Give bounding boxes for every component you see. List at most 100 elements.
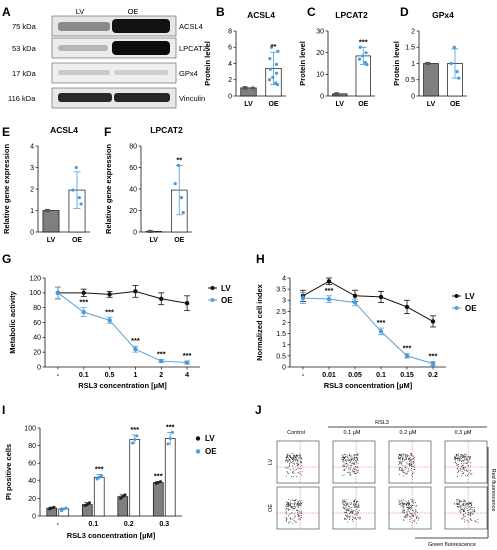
flow-event-dot (288, 504, 289, 506)
flow-event-dot (355, 518, 357, 519)
chart-h-significance: *** (429, 351, 438, 360)
flow-event-dot (399, 456, 401, 458)
flow-event-dot (296, 455, 298, 457)
flow-event-dot (286, 520, 287, 522)
flow-event-dot (406, 467, 408, 469)
flow-event-dot (295, 515, 297, 517)
flow-event-dot (461, 454, 463, 456)
flow-event-dot (468, 502, 470, 504)
flow-event-dot (286, 506, 288, 507)
panel-letter-d: D (400, 5, 409, 19)
flow-event-dot (294, 457, 296, 458)
flow-event-dot (409, 516, 411, 517)
flow-event-dot (298, 515, 300, 517)
flow-event-dot (464, 453, 465, 455)
flow-event-dot (289, 469, 291, 471)
flow-event-dot (404, 472, 406, 474)
flow-event-dot (299, 455, 301, 457)
flow-event-dot (352, 516, 354, 518)
flow-event-dot (347, 455, 349, 457)
flow-event-dot (409, 511, 411, 513)
flow-event-dot (343, 465, 345, 466)
flow-event-dot (411, 516, 413, 518)
flow-event-dot (285, 517, 287, 518)
flow-event-dot (406, 472, 408, 474)
flow-event-dot (287, 504, 289, 506)
flow-event-dot (403, 499, 405, 501)
flow-event-dot (352, 460, 354, 462)
flow-event-dot (294, 506, 296, 508)
flow-event-dot (409, 519, 411, 521)
flow-event-dot (294, 455, 296, 457)
flow-event-dot (467, 512, 469, 514)
flow-event-dot (412, 522, 414, 524)
chart-i-significance: *** (130, 425, 139, 434)
flow-event-dot (299, 511, 301, 513)
flow-event-dot (355, 470, 357, 472)
flow-event-dot (352, 519, 353, 521)
flow-event-dot (409, 458, 411, 460)
chart-i-point-lv (158, 480, 162, 484)
flow-event-dot (354, 500, 355, 502)
flow-event-dot (455, 457, 457, 459)
flow-event-dot (356, 454, 358, 456)
flow-event-dot (292, 461, 293, 463)
chart-b-title: ACSL4 (247, 10, 275, 20)
flow-event-dot (414, 467, 416, 469)
flow-event-dot (457, 466, 459, 467)
flow-event-dot (474, 511, 476, 513)
flow-event-dot (407, 456, 408, 457)
flow-event-dot (357, 454, 359, 456)
chart-f-bar-lv (145, 231, 163, 233)
flow-event-dot (287, 472, 289, 474)
flow-event-dot (356, 461, 358, 463)
chart-d-ytick-label: 2 (411, 28, 415, 35)
chart-i-point-lv (85, 503, 89, 507)
flow-event-dot (342, 461, 344, 462)
chart-h-ytick-label: 2 (282, 320, 286, 327)
flow-event-dot (462, 464, 464, 466)
chart-d-ylabel: Protein level (392, 41, 401, 86)
flow-event-dot (405, 514, 407, 516)
flow-event-dot (471, 511, 473, 513)
flow-event-dot (297, 516, 299, 518)
flow-event-dot (462, 468, 464, 470)
flow-event-dot (294, 504, 295, 505)
flow-event-dot (291, 518, 293, 520)
chart-g-xlabel: RSL3 concentration [µM] (78, 381, 167, 390)
flow-event-dot (357, 507, 359, 508)
flow-event-dot (297, 514, 299, 515)
flow-event-dot (288, 459, 290, 461)
flow-event-dot (403, 511, 405, 513)
flow-event-dot (415, 509, 417, 511)
flow-event-dot (460, 506, 462, 508)
flow-event-dot (411, 514, 413, 516)
flow-event-dot (405, 457, 407, 459)
flow-event-dot (345, 505, 347, 507)
flow-event-dot (356, 459, 358, 461)
flow-event-dot (294, 500, 296, 502)
flow-rsl3-label: RSL3 (375, 420, 389, 426)
flow-event-dot (413, 516, 414, 517)
flow-event-dot (407, 473, 409, 475)
flow-event-dot (289, 458, 291, 460)
flow-event-dot (355, 504, 357, 506)
flow-event-dot (464, 506, 466, 508)
flow-event-dot (408, 506, 410, 508)
flow-event-dot (346, 504, 347, 506)
flow-event-dot (472, 507, 474, 508)
flow-event-dot (292, 476, 294, 478)
flow-event-dot (467, 459, 469, 461)
chart-c-ytick-label: 30 (316, 28, 324, 35)
flow-event-dot (398, 457, 400, 459)
chart-f-ytick-label: 80 (129, 143, 137, 150)
flow-event-dot (288, 457, 289, 459)
panel-letter-a: A (2, 5, 11, 19)
chart-g-ytick-label: 0 (37, 364, 41, 371)
flow-event-dot (466, 503, 468, 505)
flow-event-dot (356, 512, 358, 514)
chart-i-bar-lv (117, 496, 129, 517)
flow-event-dot (341, 458, 343, 460)
chart-g-ytick-label: 40 (33, 335, 41, 342)
flow-event-dot (290, 500, 291, 502)
